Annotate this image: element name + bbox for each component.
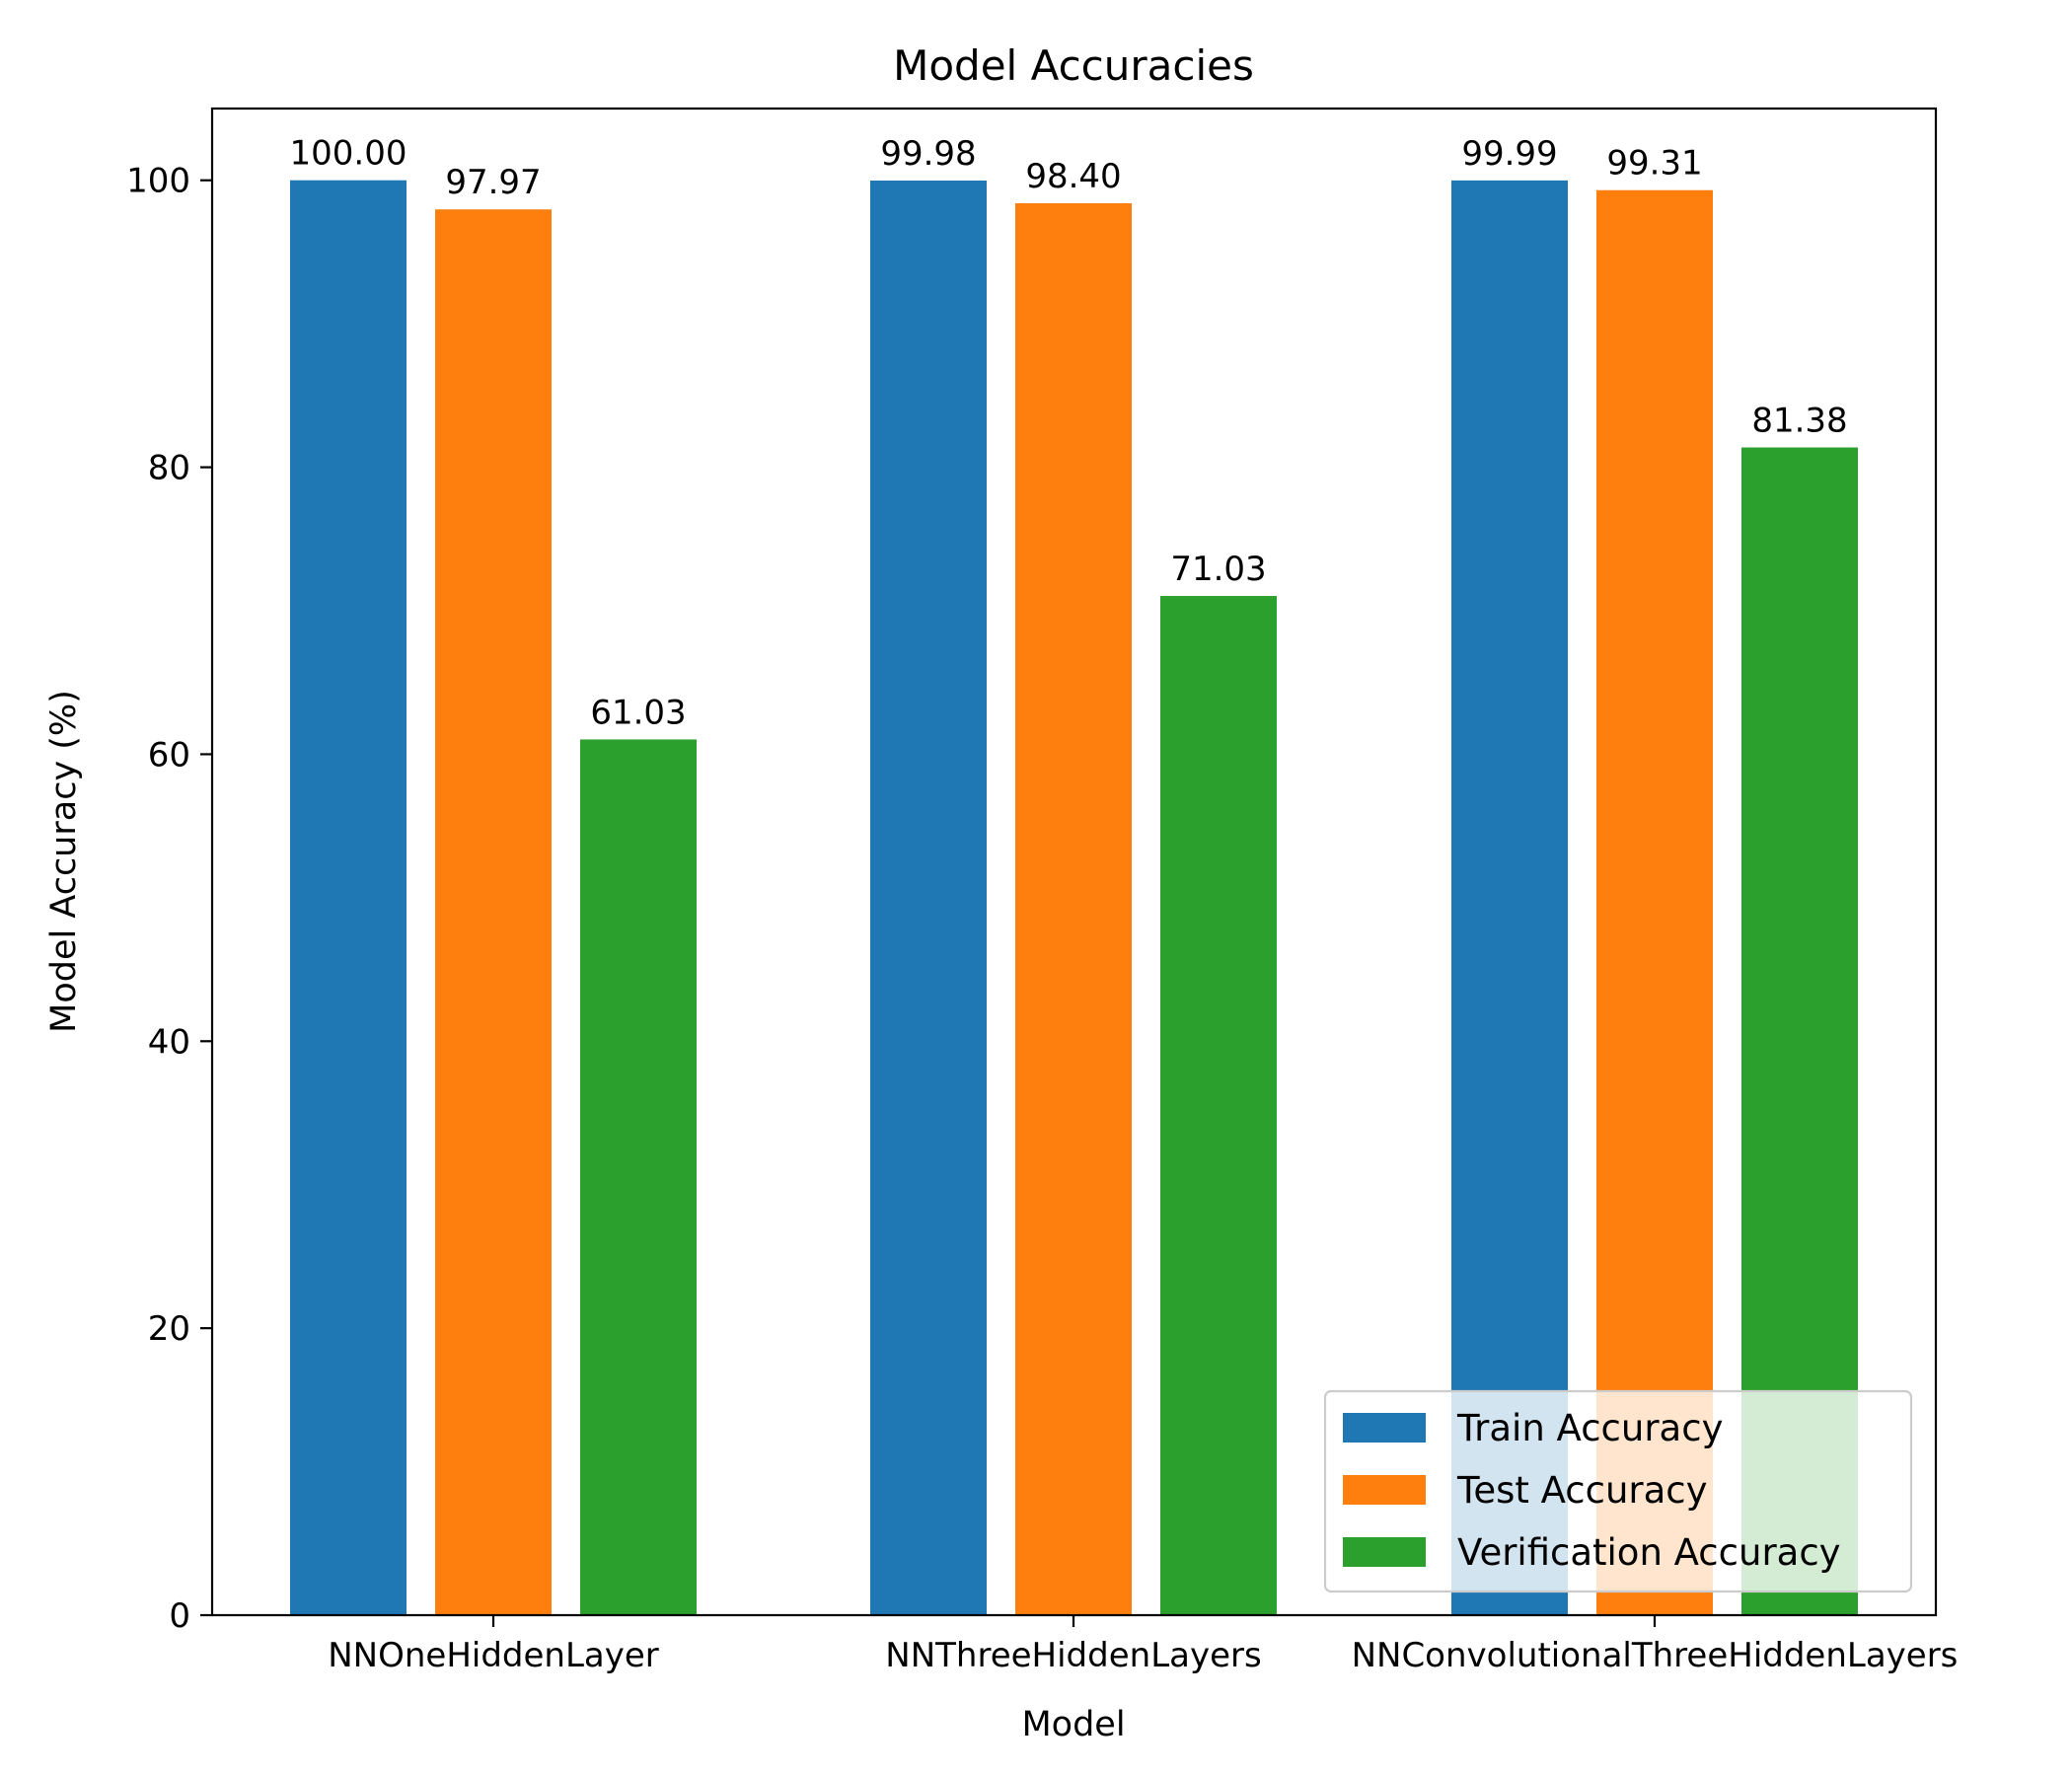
bar-value-label: 61.03 (590, 693, 686, 732)
bar-value-label: 99.98 (880, 134, 976, 174)
bar (435, 209, 552, 1615)
bar-value-label: 99.31 (1606, 144, 1702, 184)
bar-value-label: 97.97 (445, 163, 541, 202)
bar-value-label: 81.38 (1751, 402, 1847, 441)
bar (1596, 189, 1713, 1615)
bars-group (290, 180, 1858, 1616)
plot-frame (210, 107, 1938, 1617)
chart-title: Model Accuracies (893, 41, 1254, 90)
bar (580, 739, 697, 1615)
value-labels-group: 100.00 99.98 99.99 97.97 98.40 99.31 61.03 71.0… (290, 134, 1848, 733)
y-tick-label: 20 (148, 1309, 190, 1349)
bar (1160, 596, 1277, 1615)
y-tick-label: 60 (148, 735, 190, 775)
y-tick-label: 0 (169, 1596, 190, 1636)
legend-entry-label: Train Accuracy (1456, 1407, 1723, 1449)
y-axis-label: Model Accuracy (%) (44, 690, 84, 1033)
bar-value-label: 100.00 (290, 134, 407, 174)
legend-swatch (1343, 1475, 1426, 1505)
legend-swatch (1343, 1413, 1426, 1443)
bar (1015, 202, 1132, 1615)
legend-swatch (1343, 1537, 1426, 1567)
y-tick-label: 80 (148, 449, 190, 488)
bar-value-label: 99.99 (1461, 134, 1557, 174)
x-tick-label: NNThreeHiddenLayers (885, 1636, 1261, 1675)
y-tick-label: 40 (148, 1022, 190, 1062)
x-axis: NNOneHiddenLayer NNThreeHiddenLayers NNCon… (328, 1615, 1958, 1675)
bar-value-label: 98.40 (1025, 157, 1121, 196)
y-tick-label: 100 (126, 162, 190, 201)
x-axis-label: Model (1021, 1705, 1125, 1744)
bar (290, 180, 407, 1616)
x-tick-label: NNConvolutionalThreeHiddenLayers (1352, 1636, 1959, 1675)
bar (870, 181, 987, 1616)
x-tick-label: NNOneHiddenLayer (328, 1636, 659, 1675)
legend-entry-label: Test Accuracy (1456, 1469, 1708, 1512)
bar-value-label: 71.03 (1170, 550, 1266, 589)
legend-entry-label: Verification Accuracy (1457, 1531, 1841, 1574)
legend-box (1323, 1389, 1913, 1593)
legend: Train Accuracy Test Accuracy Verification … (1323, 1389, 1913, 1593)
bar (1451, 180, 1568, 1615)
y-axis: 0 20 40 60 80 100 (126, 162, 212, 1636)
